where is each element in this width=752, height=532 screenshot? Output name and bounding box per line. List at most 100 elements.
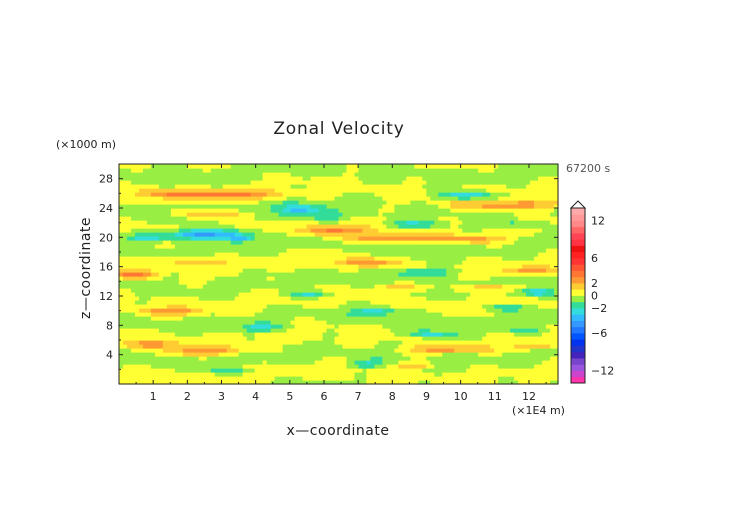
heatmap-cell [498,316,503,321]
heatmap-cell [294,232,300,237]
heatmap-cell [150,332,156,337]
heatmap-cell [242,252,248,257]
heatmap-cell [198,212,204,217]
heatmap-cell [138,224,144,229]
heatmap-cell [142,216,148,221]
heatmap-cell [294,368,300,373]
heatmap-cell [506,292,511,297]
heatmap-cell [462,328,467,333]
heatmap-cell [410,212,415,217]
heatmap-cell [334,320,340,325]
heatmap-cell [190,292,196,297]
heatmap-cell [454,368,459,373]
heatmap-cell [494,332,499,337]
heatmap-cell [550,236,555,241]
heatmap-cell [550,364,555,369]
heatmap-cell [406,208,411,213]
heatmap-cell [454,356,459,361]
heatmap-cell [470,296,475,301]
heatmap-cell [350,268,356,273]
heatmap-cell [402,380,407,385]
heatmap-cell [494,348,499,353]
heatmap-cell [174,340,180,345]
heatmap-cell [246,216,252,221]
heatmap-cell [458,224,463,229]
heatmap-cell [330,344,336,349]
heatmap-cell [498,312,503,317]
heatmap-cell [486,328,491,333]
heatmap-cell [498,324,503,329]
heatmap-cell [214,368,220,373]
heatmap-cell [262,228,268,233]
heatmap-cell [390,220,395,225]
heatmap-cell [330,308,336,313]
heatmap-cell [134,204,140,209]
heatmap-cell [354,292,360,297]
heatmap-cell [502,312,507,317]
heatmap-cell [478,328,483,333]
heatmap-cell [394,312,399,317]
heatmap-cell [278,288,284,293]
heatmap-cell [162,280,168,285]
heatmap-cell [506,332,511,337]
heatmap-cell [350,372,356,377]
heatmap-cell [318,348,324,353]
heatmap-cell [178,224,184,229]
heatmap-cell [410,300,415,305]
heatmap-cell [442,268,447,273]
heatmap-cell [158,276,164,281]
heatmap-cell [434,312,439,317]
heatmap-cell [170,240,176,245]
heatmap-cell [190,348,196,353]
heatmap-cell [138,216,144,221]
heatmap-cell [126,324,132,329]
heatmap-cell [462,300,467,305]
heatmap-cell [406,296,411,301]
heatmap-cell [354,240,360,245]
heatmap-cell [298,340,304,345]
heatmap-cell [246,332,252,337]
heatmap-cell [358,208,364,213]
heatmap-cell [258,280,264,285]
heatmap-cell [414,312,419,317]
heatmap-cell [538,288,543,293]
heatmap-cell [506,232,511,237]
heatmap-cell [166,220,172,225]
heatmap-cell [198,304,204,309]
heatmap-cell [214,208,220,213]
heatmap-cell [242,224,248,229]
heatmap-cell [510,204,515,209]
heatmap-cell [170,376,176,381]
heatmap-cell [250,248,256,253]
heatmap-cell [134,304,140,309]
heatmap-cell [486,340,491,345]
heatmap-cell [266,320,272,325]
heatmap-cell [218,212,224,217]
heatmap-cell [386,292,391,297]
heatmap-cell [378,264,383,269]
heatmap-cell [242,204,248,209]
heatmap-cell [230,320,236,325]
heatmap-cell [142,240,148,245]
heatmap-cell [366,244,372,249]
heatmap-cell [302,300,308,305]
heatmap-cell [202,268,208,273]
heatmap-cell [154,280,160,285]
heatmap-cell [542,376,547,381]
heatmap-cell [494,376,499,381]
heatmap-cell [426,348,431,353]
heatmap-cell [518,260,523,265]
heatmap-cell [274,204,280,209]
heatmap-cell [150,296,156,301]
heatmap-cell [386,288,391,293]
heatmap-cell [474,224,479,229]
heatmap-cell [258,364,264,369]
heatmap-cell [438,312,443,317]
heatmap-cell [482,304,487,309]
heatmap-cell [274,284,280,289]
heatmap-cell [230,272,236,277]
heatmap-cell [542,356,547,361]
heatmap-cell [282,368,288,373]
heatmap-cell [502,236,507,241]
heatmap-cell [278,372,284,377]
